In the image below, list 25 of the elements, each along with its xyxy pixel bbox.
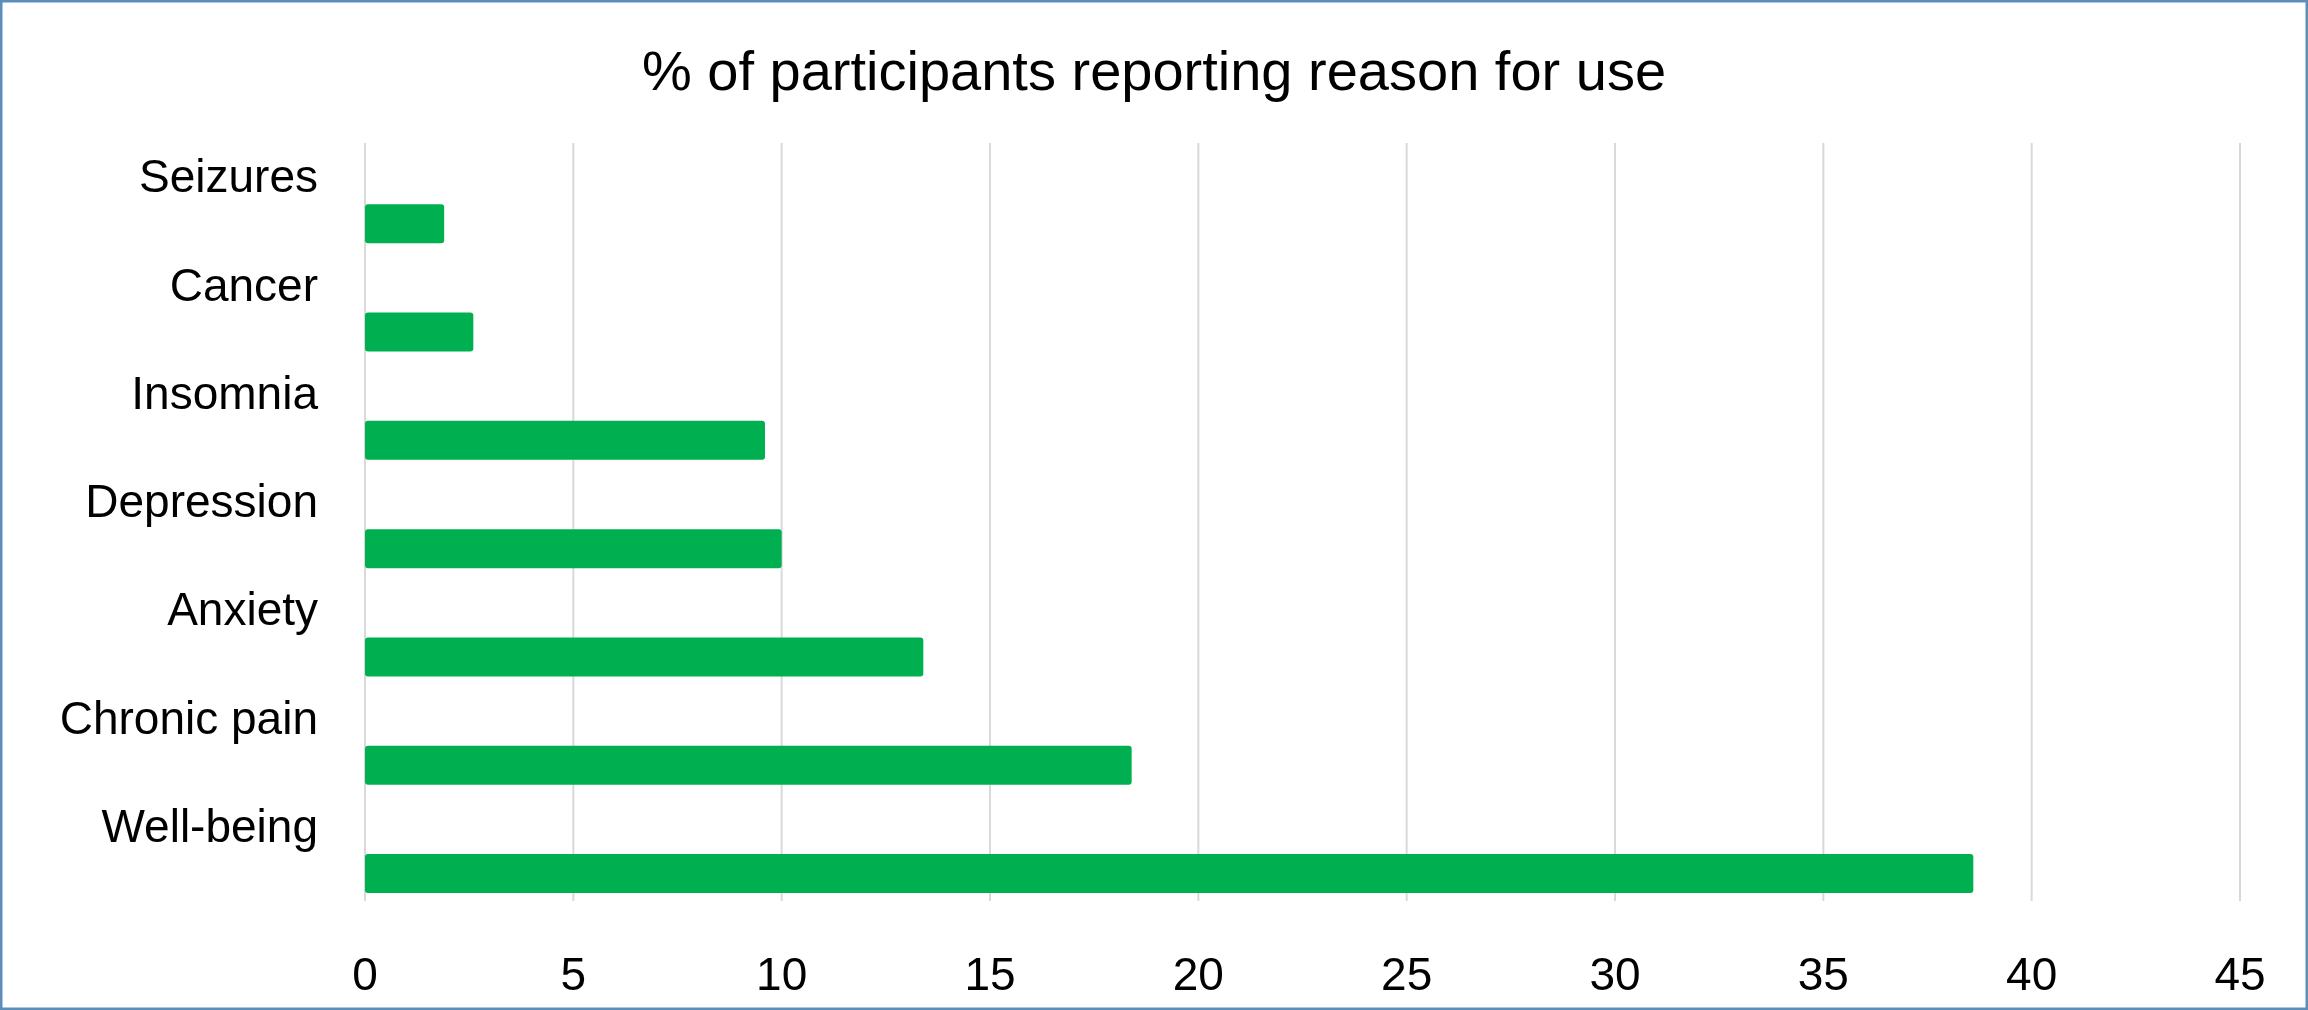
x-tick-label: 35 bbox=[1797, 948, 1849, 1000]
bar bbox=[365, 312, 474, 352]
chart-title: % of participants reporting reason for use bbox=[641, 39, 1667, 102]
y-tick-label: Well-being bbox=[101, 800, 318, 853]
bar bbox=[365, 204, 445, 244]
x-tick-label: 5 bbox=[560, 948, 587, 1000]
y-tick-label: Anxiety bbox=[167, 583, 318, 636]
x-tick-label: 45 bbox=[2214, 948, 2266, 1000]
x-tick-label: 15 bbox=[964, 948, 1016, 1000]
y-tick-label: Chronic pain bbox=[59, 691, 318, 744]
x-tick-label: 0 bbox=[352, 948, 378, 1000]
bar bbox=[365, 637, 924, 677]
x-tick-label: 25 bbox=[1381, 948, 1433, 1000]
bar bbox=[365, 854, 1974, 893]
y-tick-label: Seizures bbox=[139, 150, 318, 203]
y-tick-label: Cancer bbox=[169, 258, 318, 311]
x-tick-label: 20 bbox=[1172, 948, 1224, 1000]
y-tick-label: Insomnia bbox=[131, 366, 319, 419]
x-tick-label: 30 bbox=[1589, 948, 1641, 1000]
bar bbox=[365, 420, 765, 460]
x-tick-label: 40 bbox=[2006, 948, 2058, 1000]
x-tick-label: 10 bbox=[756, 948, 808, 1000]
bar bbox=[365, 529, 782, 569]
y-tick-label: Depression bbox=[85, 475, 318, 528]
bar bbox=[365, 745, 1132, 785]
